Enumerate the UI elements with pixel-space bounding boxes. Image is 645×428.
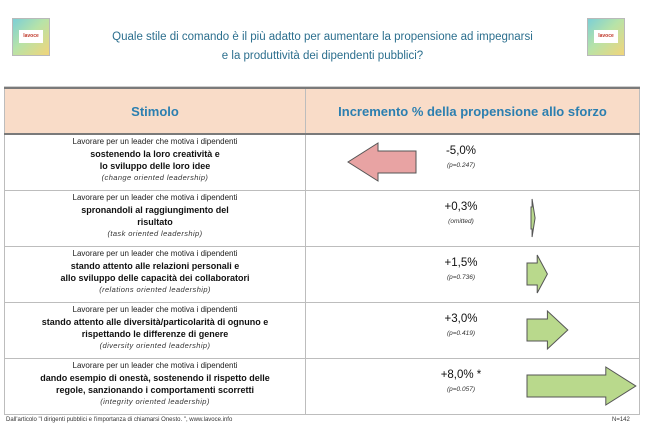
header-row: Stimolo Incremento % della propensione a… [4, 87, 640, 135]
value-cell: +8,0% * (p=0.057) [305, 358, 640, 415]
chart-title: Quale stile di comando è il più adatto p… [70, 28, 575, 66]
value-cell: +1,5% (p=0.736) [305, 246, 640, 303]
lavoce-logo-right: lavoce [587, 18, 625, 56]
stimulus-main-b: risultato [137, 217, 173, 227]
value-p: (p=0.736) [446, 274, 475, 281]
source-footer: Dall'articolo "I dirigenti pubblici e l'… [6, 417, 233, 423]
stimulus-cell: Lavorare per un leader che motiva i dipe… [4, 358, 306, 415]
logo-text-right: lavoce [594, 30, 618, 43]
title-line-2: e la produttività dei dipendenti pubblic… [221, 50, 424, 62]
value-arrow [347, 142, 417, 182]
stimulus-cell: Lavorare per un leader che motiva i dipe… [4, 246, 306, 303]
stimulus-main-b: rispettando le differenze di genere [81, 329, 229, 339]
stimulus-main-a: stando attento alle diversità/particolar… [41, 317, 269, 327]
value-cell: +3,0% (p=0.419) [305, 302, 640, 359]
table-row: Lavorare per un leader che motiva i dipe… [4, 358, 640, 415]
stimulus-intro: Lavorare per un leader che motiva i dipe… [72, 305, 238, 314]
stimulus-style: (diversity oriented leadership) [99, 341, 211, 350]
stimulus-intro: Lavorare per un leader che motiva i dipe… [72, 361, 238, 370]
stimulus-main-a: spronandoli al raggiungimento del [81, 205, 229, 215]
stimulus-style: (relations oriented leadership) [99, 285, 211, 294]
stimulus-main-a: sostenendo la loro creatività e [90, 149, 220, 159]
value-percent: +0,3% [444, 201, 478, 213]
lavoce-logo-left: lavoce [12, 18, 50, 56]
header-increment: Incremento % della propensione allo sfor… [305, 87, 640, 135]
value-p: (omitted) [448, 218, 474, 225]
value-arrow [526, 254, 548, 294]
arrow-svg [526, 366, 637, 406]
arrow-svg [526, 254, 548, 294]
stimulus-main-b: lo sviluppo delle loro idee [99, 161, 211, 171]
value-cell: +0,3% (omitted) [305, 190, 640, 247]
stimulus-style: (task oriented leadership) [107, 229, 203, 238]
stimulus-main: dando esempio di onestà, sostenendo il r… [5, 372, 305, 396]
value-percent: +3,0% [444, 313, 478, 325]
arrow-svg [347, 142, 417, 182]
value-percent: +8,0% * [440, 369, 482, 381]
stimulus-main: stando attento alle diversità/particolar… [5, 316, 305, 340]
stimulus-main-b: regole, sanzionando i comportamenti scor… [55, 385, 255, 395]
table-row: Lavorare per un leader che motiva i dipe… [4, 133, 640, 191]
sample-size: N=142 [612, 417, 630, 423]
header-stimolo: Stimolo [4, 87, 306, 135]
arrow-svg [530, 198, 536, 238]
stimulus-style: (integrity oriented leadership) [100, 397, 210, 406]
stimulus-main-b: allo sviluppo delle capacità dei collabo… [60, 273, 250, 283]
stimulus-main: sostenendo la loro creatività e lo svilup… [5, 148, 305, 172]
top-divider [4, 86, 640, 87]
table-row: Lavorare per un leader che motiva i dipe… [4, 246, 640, 303]
table-row: Lavorare per un leader che motiva i dipe… [4, 190, 640, 247]
title-line-1: Quale stile di comando è il più adatto p… [112, 31, 533, 43]
value-arrow [526, 309, 569, 351]
value-cell: -5,0% (p=0.247) [305, 133, 640, 191]
arrow-svg [526, 309, 569, 351]
stimulus-cell: Lavorare per un leader che motiva i dipe… [4, 133, 306, 191]
value-p: (p=0.419) [446, 330, 475, 337]
value-p: (p=0.247) [446, 162, 475, 169]
stimulus-intro: Lavorare per un leader che motiva i dipe… [72, 193, 238, 202]
stimulus-cell: Lavorare per un leader che motiva i dipe… [4, 190, 306, 247]
value-arrow [530, 198, 536, 238]
logo-text-left: lavoce [19, 30, 43, 43]
value-percent: +1,5% [444, 257, 478, 269]
stimulus-cell: Lavorare per un leader che motiva i dipe… [4, 302, 306, 359]
stimulus-main-a: stando attento alle relazioni personali … [70, 261, 240, 271]
value-arrow [526, 366, 637, 406]
leadership-table: Stimolo Incremento % della propensione a… [4, 87, 640, 415]
table-row: Lavorare per un leader che motiva i dipe… [4, 302, 640, 359]
stimulus-main: spronandoli al raggiungimento del risulta… [5, 204, 305, 228]
stimulus-style: (change oriented leadership) [101, 173, 209, 182]
stimulus-main: stando attento alle relazioni personali … [5, 260, 305, 284]
stimulus-main-a: dando esempio di onestà, sostenendo il r… [40, 373, 270, 383]
stimulus-intro: Lavorare per un leader che motiva i dipe… [72, 249, 238, 258]
stimulus-intro: Lavorare per un leader che motiva i dipe… [72, 137, 238, 146]
value-percent: -5,0% [445, 145, 477, 157]
value-p: (p=0.057) [446, 386, 475, 393]
